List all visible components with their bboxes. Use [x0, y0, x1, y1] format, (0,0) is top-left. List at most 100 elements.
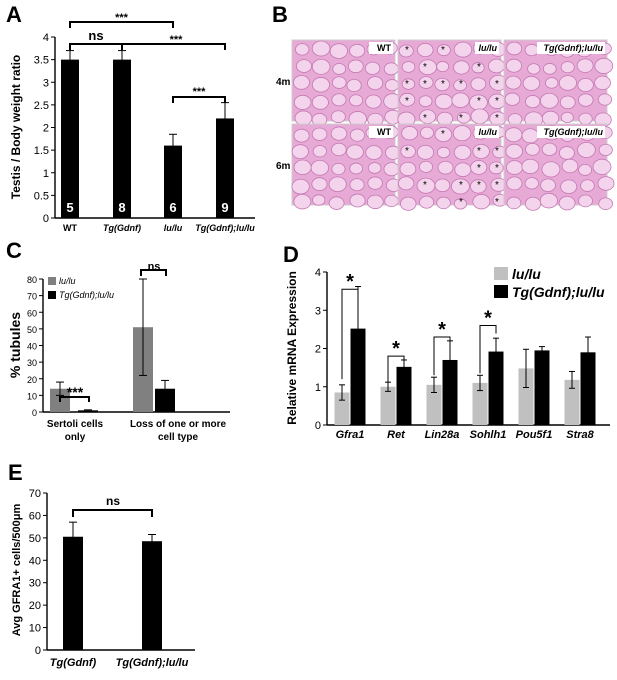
b-tubule: [505, 160, 523, 175]
b-asterisk-marker: *: [495, 96, 499, 107]
b-tubule: [419, 126, 435, 139]
d-bar: [350, 328, 366, 425]
b-asterisk-marker: *: [477, 146, 481, 157]
b-tubule: [560, 111, 574, 123]
c-x-tick-label: cell type: [158, 432, 198, 443]
b-asterisk-marker: *: [477, 62, 481, 73]
b-asterisk-marker: *: [441, 129, 445, 140]
b-tubule: [594, 57, 614, 74]
b-tubule: [437, 160, 454, 175]
a-y-axis-title: Testis / Body weight ratio: [9, 55, 23, 199]
e-y-tick-label: 70: [29, 488, 41, 500]
b-tubule: [364, 61, 381, 75]
b-tubule: [312, 194, 326, 206]
a-bar: [61, 59, 79, 218]
b-asterisk-marker: *: [459, 180, 463, 191]
b-tubule: [457, 111, 471, 124]
b-tubule: [329, 43, 348, 59]
b-tubule: [311, 77, 330, 93]
b-tubule: [453, 79, 467, 92]
b-tubule: [541, 110, 560, 126]
d-x-tick-label: Gfra1: [336, 429, 365, 441]
panel-e-chart: 0 10 20 30 40 50 60 70 Avg GFRA1+ cells/500μm Tg(…: [11, 488, 195, 669]
panel-b-histology: 4m WT * * * * * * * * * * * * * * * * lu/lu Tg(Gdnf);lu/lu 6…: [276, 39, 615, 211]
a-bar: [164, 145, 182, 218]
panel-d-chart: 0 1 2 3 4 Relative mRNA Expression Gfra1 Ret Lin…: [285, 266, 610, 441]
b-tubule: [471, 62, 485, 74]
b-tubule: [506, 176, 523, 191]
a-significance-label: ***: [170, 34, 184, 46]
b-tubule: [399, 161, 417, 177]
b-tubule: [296, 59, 312, 73]
b-label-box: [537, 126, 605, 138]
b-tubule: [434, 93, 453, 110]
b-asterisk-marker: *: [423, 62, 427, 73]
d-legend-swatch: [494, 285, 508, 298]
b-column-label: Tg(Gdnf);lu/lu: [544, 43, 604, 53]
b-tubule: [400, 196, 417, 211]
b-tubule: [576, 58, 594, 73]
b-tubule: [346, 144, 364, 160]
a-significance-bracket: [69, 43, 123, 50]
panel-letter-d: D: [283, 242, 299, 267]
e-significance-bracket: [72, 509, 153, 517]
a-y-tick-label: 0: [43, 213, 49, 225]
b-tubule: [578, 164, 593, 176]
b-tubule: [416, 144, 435, 160]
c-y-tick-label: 40: [27, 342, 37, 352]
a-y-tick-label: 2.5: [34, 100, 49, 112]
b-tubule: [384, 194, 399, 208]
d-y-tick-label: 3: [315, 305, 321, 317]
b-asterisk-marker: *: [495, 180, 499, 191]
a-y-tick-label: 3: [43, 77, 49, 89]
b-tubule: [561, 158, 579, 174]
d-bar: [488, 351, 504, 425]
panel-letter-c: C: [6, 238, 22, 263]
d-y-tick-label: 2: [315, 344, 321, 356]
b-tubule: [505, 75, 522, 90]
d-y-tick-label: 1: [315, 382, 321, 394]
b-tubule: [294, 110, 313, 126]
b-tubule: [434, 178, 451, 193]
panel-a-chart: 0 0.5 1 1.5 2 2.5 3 3.5 4 Testis / Body weight ra…: [9, 12, 255, 233]
e-y-tick-label: 40: [29, 555, 41, 567]
b-tubule: [330, 126, 348, 141]
e-x-tick-label: Tg(Gdnf): [50, 657, 97, 669]
b-tubule: [436, 196, 451, 210]
d-significance-label: *: [346, 271, 354, 293]
b-tubule: [434, 126, 453, 143]
d-x-tick-label: Pou5f1: [516, 429, 553, 441]
c-significance-label: ns: [148, 261, 161, 273]
d-y-tick-label: 4: [315, 267, 321, 279]
c-significance-bracket: [59, 396, 90, 402]
b-asterisk-marker: *: [477, 180, 481, 191]
b-tubule: [470, 77, 487, 91]
b-tubule: [367, 176, 383, 190]
b-tubule: [580, 179, 595, 192]
d-bar: [534, 350, 550, 425]
b-asterisk-marker: *: [405, 79, 409, 90]
b-tubule: [311, 177, 328, 191]
b-tubule: [436, 61, 450, 73]
b-tubule: [331, 76, 347, 89]
b-tubule: [328, 196, 345, 210]
b-asterisk-marker: *: [477, 96, 481, 107]
b-asterisk-marker: *: [405, 96, 409, 107]
d-bar: [472, 382, 488, 425]
a-significance-bracket: [69, 21, 174, 28]
c-y-tick-label: 50: [27, 325, 37, 335]
b-tubule: [597, 93, 613, 106]
b-tubule: [558, 146, 575, 160]
e-y-tick-label: 0: [35, 645, 41, 657]
b-tubule: [418, 95, 433, 108]
b-tubule: [349, 128, 366, 142]
c-legend-swatch: [48, 291, 56, 299]
c-bar: [155, 388, 175, 412]
b-tubule: [400, 144, 416, 159]
b-tubule: [578, 93, 594, 107]
b-tubule: [328, 176, 347, 193]
c-y-tick-label: 60: [27, 308, 37, 318]
b-tubule: [453, 60, 470, 75]
b-tubule: [560, 61, 575, 74]
